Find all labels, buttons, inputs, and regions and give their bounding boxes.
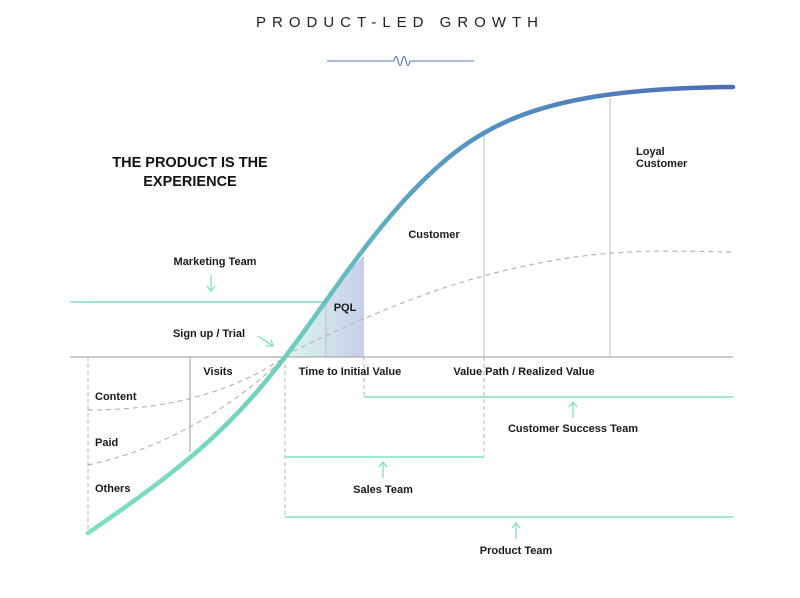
label-loyal-2: Customer	[636, 158, 688, 170]
title-wave-icon	[327, 55, 474, 67]
label-customer: Customer	[408, 229, 460, 241]
arrow-up-icon-cs	[568, 400, 578, 418]
label-signup-trial: Sign up / Trial	[173, 328, 245, 340]
headline-line-2: EXPERIENCE	[143, 174, 237, 190]
arrow-down-icon	[206, 275, 216, 293]
dashed-curve-paid	[87, 356, 286, 466]
dashed-curve-upper	[284, 250, 734, 356]
label-cs-team: Customer Success Team	[508, 423, 638, 435]
headline-line-1: THE PRODUCT IS THE	[112, 155, 268, 171]
label-marketing-team: Marketing Team	[174, 256, 257, 268]
label-sales-team: Sales Team	[353, 484, 413, 496]
label-product-team: Product Team	[480, 545, 553, 557]
label-loyal-1: Loyal	[636, 146, 665, 158]
arrow-diagonal-icon	[257, 335, 274, 347]
page-title: PRODUCT-LED GROWTH	[256, 14, 544, 31]
arrow-up-icon-product	[511, 521, 521, 539]
label-visits: Visits	[203, 366, 232, 378]
growth-curve	[85, 84, 736, 536]
label-others: Others	[95, 483, 130, 495]
label-value-path: Value Path / Realized Value	[453, 366, 594, 378]
label-paid: Paid	[95, 437, 118, 449]
label-content: Content	[95, 391, 137, 403]
label-pql: PQL	[334, 302, 357, 314]
label-time-to-value: Time to Initial Value	[299, 366, 402, 378]
arrow-up-icon-sales	[378, 460, 388, 478]
